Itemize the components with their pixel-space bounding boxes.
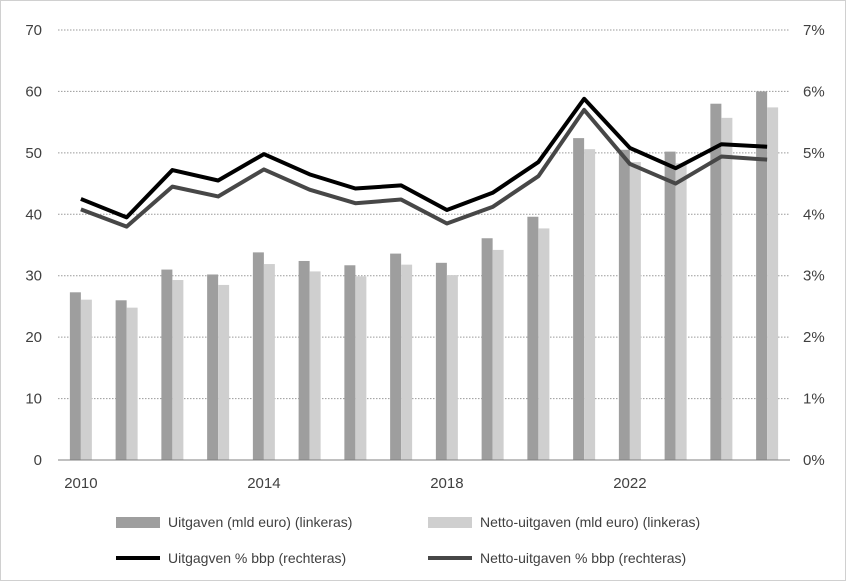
bar-netto-uitgaven <box>263 264 275 460</box>
right-axis-ticks: 0% 1% 2% 3% 4% 5% 6% 7% <box>803 22 825 469</box>
bar-uitgaven <box>618 149 630 461</box>
x-axis-ticks: 2010 2014 2018 2022 <box>64 475 646 492</box>
line-netto-uitgaven-pct <box>80 107 768 229</box>
bar-uitgaven <box>344 265 356 460</box>
bar-netto-uitgaven <box>675 163 687 461</box>
right-tick-label: 0% <box>803 452 825 469</box>
left-tick-label: 60 <box>25 83 42 100</box>
bar-netto-uitgaven <box>80 299 92 460</box>
legend-item-netto-uitgaven: Netto-uitgaven (mld euro) (linkeras) <box>428 514 700 530</box>
left-tick-label: 40 <box>25 206 42 223</box>
right-tick-label: 4% <box>803 206 825 223</box>
legend-item-uitgaven: Uitgaven (mld euro) (linkeras) <box>116 514 352 530</box>
legend-item-uitgaven-pct: Uitgagven % bbp (rechteras) <box>116 550 346 566</box>
bar-uitgaven <box>298 260 310 460</box>
lines-layer <box>80 96 768 229</box>
bar-uitgaven <box>756 91 768 460</box>
right-tick-label: 6% <box>803 83 825 100</box>
bar-netto-uitgaven <box>721 117 733 460</box>
x-tick-label: 2014 <box>247 475 280 492</box>
bar-uitgaven <box>710 103 722 460</box>
right-tick-label: 2% <box>803 329 825 346</box>
x-tick-label: 2010 <box>64 475 97 492</box>
bar-netto-uitgaven <box>355 276 367 460</box>
legend-swatch-uitgaven <box>116 516 160 528</box>
bar-uitgaven <box>481 238 493 460</box>
bar-uitgaven <box>69 292 81 460</box>
bar-uitgaven <box>435 262 447 460</box>
left-tick-label: 0 <box>34 452 42 469</box>
legend-swatch-netto-uitgaven <box>428 516 472 528</box>
x-tick-label: 2018 <box>430 475 463 492</box>
bar-uitgaven <box>207 274 219 460</box>
bar-netto-uitgaven <box>401 264 413 460</box>
bar-uitgaven <box>664 151 676 460</box>
bars-layer <box>69 91 779 461</box>
bar-netto-uitgaven <box>629 162 641 461</box>
bar-uitgaven <box>573 138 585 460</box>
bar-netto-uitgaven <box>446 275 458 460</box>
left-axis-ticks: 0 10 20 30 40 50 60 70 <box>25 22 42 469</box>
right-tick-label: 7% <box>803 22 825 39</box>
legend-label-uitgaven: Uitgaven (mld euro) (linkeras) <box>168 514 353 530</box>
bar-netto-uitgaven <box>126 307 138 460</box>
legend-swatch-netto-uitgaven-pct <box>428 556 472 560</box>
left-tick-label: 50 <box>25 145 42 162</box>
x-tick-label: 2022 <box>613 475 646 492</box>
bar-netto-uitgaven <box>584 149 596 460</box>
bar-netto-uitgaven <box>309 271 321 460</box>
bar-uitgaven <box>390 253 402 460</box>
bar-netto-uitgaven <box>172 280 184 460</box>
bar-netto-uitgaven <box>538 228 550 460</box>
right-tick-label: 1% <box>803 391 825 408</box>
left-tick-label: 10 <box>25 391 42 408</box>
legend-label-netto-uitgaven: Netto-uitgaven (mld euro) (linkeras) <box>480 514 701 530</box>
legend-swatch-uitgaven-pct <box>116 556 160 560</box>
right-tick-label: 5% <box>803 145 825 162</box>
legend-item-netto-uitgaven-pct: Netto-uitgaven % bbp (rechteras) <box>428 550 686 566</box>
legend-label-netto-uitgaven-pct: Netto-uitgaven % bbp (rechteras) <box>480 550 687 566</box>
bar-netto-uitgaven <box>767 107 779 461</box>
bar-netto-uitgaven <box>492 249 504 460</box>
legend-label-uitgaven-pct: Uitgagven % bbp (rechteras) <box>168 550 347 566</box>
bar-uitgaven <box>252 252 264 460</box>
left-tick-label: 20 <box>25 329 42 346</box>
bar-uitgaven <box>527 216 539 460</box>
left-tick-label: 70 <box>25 22 42 39</box>
bar-uitgaven <box>115 300 127 460</box>
bar-uitgaven <box>161 269 173 460</box>
bar-netto-uitgaven <box>218 284 230 460</box>
left-tick-label: 30 <box>25 268 42 285</box>
right-tick-label: 3% <box>803 268 825 285</box>
line-uitgaven-pct <box>80 96 768 220</box>
